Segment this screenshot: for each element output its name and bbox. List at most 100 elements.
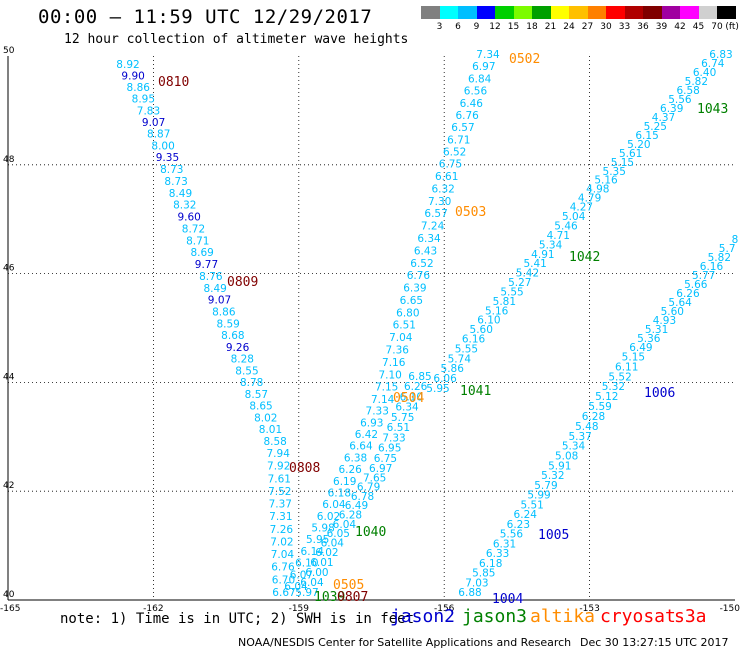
wave-height-value: 6.11 — [615, 361, 638, 373]
wave-height-value: 5.91 — [548, 460, 571, 472]
wave-height-value: 6.52 — [410, 258, 433, 270]
legend-swatch-7 — [550, 6, 569, 19]
wave-height-value: 8.02 — [254, 412, 277, 424]
legend-label: 18 — [526, 22, 538, 32]
credit-line: NOAA/NESDIS Center for Satellite Applica… — [238, 636, 572, 649]
wave-height-value: 8.49 — [203, 283, 226, 295]
wave-height-value: 6.26 — [676, 288, 700, 300]
legend-swatch-9 — [587, 6, 606, 19]
legend-swatch-0 — [421, 6, 440, 19]
wave-height-value: 6.07 — [290, 569, 313, 581]
sat-legend-cryosat: cryosat — [600, 606, 676, 627]
wave-height-value: 8.59 — [216, 318, 239, 330]
wave-height-value: 7.94 — [267, 448, 291, 460]
wave-height-value: 7.26 — [270, 524, 294, 536]
legend-label: 12 — [489, 22, 501, 32]
pass-label: 1040 — [355, 525, 386, 540]
wave-height-value: 7.83 — [137, 105, 160, 117]
legend-unit: (ft) — [725, 22, 739, 32]
pass-label: 0503 — [455, 205, 486, 220]
wave-height-value: 6.76 — [455, 110, 479, 122]
wave-height-value: 6.61 — [435, 171, 458, 183]
wave-height-value: 8.68 — [221, 330, 244, 342]
wave-height-value: 5.75 — [391, 412, 414, 424]
wave-height-value: 6.23 — [507, 519, 530, 531]
grid-lines — [8, 56, 735, 600]
wave-height-value: 5.20 — [627, 139, 650, 151]
wave-height-value: 6.95 — [378, 443, 401, 455]
wave-height-value: 6.49 — [345, 500, 368, 512]
legend-swatch-14 — [680, 6, 699, 19]
wave-height-value: 5.25 — [644, 121, 667, 133]
legend-swatch-8 — [569, 6, 588, 19]
legend-label: 3 — [436, 22, 443, 32]
wave-height-value: 6.04 — [322, 499, 346, 511]
pass-label: 1006 — [644, 386, 675, 401]
wave-height-value: 5.08 — [555, 451, 578, 463]
wave-height-value: 5.82 — [685, 76, 708, 88]
wave-height-value: 5.48 — [575, 421, 598, 433]
sat-legend-jason2: jason2 — [390, 606, 456, 627]
wave-height-value: 7.04 — [389, 332, 413, 344]
legend-label: 30 — [600, 22, 612, 32]
pass-label: 0810 — [158, 75, 189, 90]
wave-height-value: 6.46 — [460, 98, 484, 110]
legend-label: 27 — [581, 22, 594, 32]
wave-height-legend: 3 6 9 12 15 18 21 24 27 30 33 36 39 42 45 70 (ft) — [421, 6, 739, 33]
wave-height-value: 5.16 — [485, 305, 509, 317]
wave-height-value: 6.56 — [464, 86, 488, 98]
wave-height-value: 5.55 — [500, 286, 523, 298]
wave-height-value: 6.04 — [284, 581, 308, 593]
x-tick-label: -159 — [289, 604, 310, 614]
wave-height-value: 6.15 — [635, 130, 658, 142]
wave-height-value: 8.73 — [160, 164, 183, 176]
wave-height-value: 4.93 — [653, 315, 676, 327]
wave-height-value: 5.41 — [523, 258, 546, 270]
legend-label: 9 — [473, 22, 480, 32]
wave-height-value: 6.18 — [328, 487, 351, 499]
wave-height-value: 9.90 — [121, 71, 144, 83]
x-tick-label: -162 — [143, 604, 163, 614]
wave-height-value: 6.84 — [468, 73, 492, 85]
legend-swatch-13 — [661, 6, 680, 19]
pass-label: 1004 — [492, 592, 523, 607]
wave-height-value: 8.76 — [199, 271, 223, 283]
wave-height-value: 9.60 — [177, 212, 200, 224]
wave-height-value: 6.78 — [351, 491, 374, 503]
pass-label: 0504 — [393, 391, 424, 406]
wave-height-value: 5.74 — [448, 353, 472, 365]
wave-height-value: 6.39 — [403, 283, 426, 295]
wave-height-value: 6.26 — [338, 464, 362, 476]
wave-height-value: 5.04 — [562, 211, 586, 223]
wave-height-value: 5.27 — [508, 277, 531, 289]
wave-height-value: 6.02 — [315, 547, 338, 559]
pass-label: 0502 — [509, 52, 540, 67]
footer-note: note: 1) Time is in UTC; 2) SWH is in fe… — [60, 611, 415, 627]
wave-height-value: 8.87 — [147, 128, 170, 140]
wave-height-value: 5.36 — [637, 333, 661, 345]
wave-height-value: 6.57 — [451, 122, 474, 134]
pass-label: 0807 — [337, 590, 368, 605]
wave-height-value: 6.28 — [582, 411, 605, 423]
wave-height-value: 6.51 — [387, 422, 410, 434]
wave-height-value: 6.40 — [693, 67, 716, 79]
wave-height-value: 6.10 — [400, 391, 423, 403]
wave-height-value: 6.71 — [447, 134, 470, 146]
wave-height-value: 6.65 — [400, 295, 423, 307]
legend-swatch-2 — [458, 6, 477, 19]
wave-height-value: 6.04 — [321, 538, 345, 550]
wave-height-value: 6.10 — [295, 558, 318, 570]
wave-height-value: 7.15 — [375, 382, 398, 394]
wave-height-value: 6.24 — [514, 509, 538, 521]
wave-height-value: 7.52 — [268, 486, 291, 498]
pass-label: 0505 — [333, 578, 364, 593]
wave-height-value: 6.19 — [333, 476, 356, 488]
wave-height-value: 7.33 — [366, 406, 389, 418]
wave-height-value: 8.95 — [132, 94, 155, 106]
x-tick-label: -153 — [579, 604, 599, 614]
y-tick-label: 48 — [3, 155, 15, 165]
wave-height-value: 6.80 — [396, 307, 419, 319]
wave-height-value: 5.56 — [668, 94, 692, 106]
y-tick-label: 46 — [3, 264, 15, 274]
